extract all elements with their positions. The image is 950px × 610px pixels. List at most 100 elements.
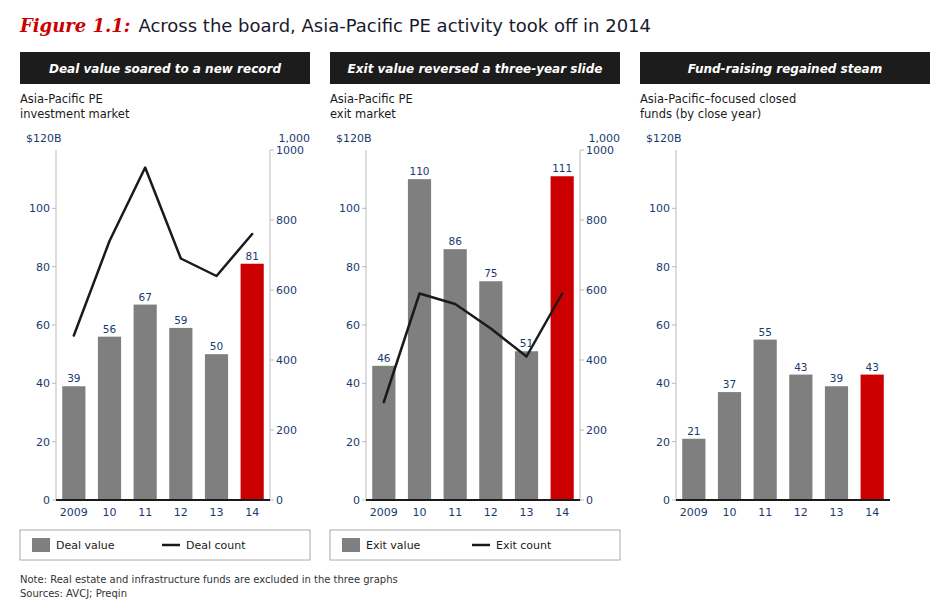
y2-tick-label: 1000 — [586, 144, 614, 157]
y2-tick — [580, 220, 584, 221]
y-tick-label: 40 — [656, 377, 670, 390]
bar — [754, 340, 777, 500]
y-tick-label: 80 — [36, 261, 50, 274]
data-label: 81 — [245, 250, 258, 262]
y-tick-label: 60 — [36, 319, 50, 332]
data-label: 51 — [520, 337, 533, 349]
subtitle: Across the board, Asia-Pacific PE activi… — [138, 15, 651, 36]
y-tick-label: 100 — [29, 202, 50, 215]
x-tick-label: 10 — [103, 506, 117, 519]
legend-entry: Deal value — [56, 539, 115, 552]
legend-swatch — [342, 538, 360, 552]
y2-axis-label: 1,000 — [279, 132, 311, 145]
y-tick — [362, 441, 366, 442]
y-tick-label: 0 — [663, 494, 670, 507]
plot-area — [372, 176, 574, 500]
bar — [62, 386, 85, 500]
title: Figure 1.1: — [19, 15, 130, 36]
chart-subtitle: Asia-Pacific–focused closed — [640, 92, 796, 106]
bar — [551, 176, 574, 500]
x-tick-label: 2009 — [60, 506, 88, 519]
bar — [515, 351, 538, 500]
x-tick-label: 11 — [138, 506, 152, 519]
y2-axis-line — [270, 150, 271, 500]
y2-tick — [580, 500, 584, 501]
bar — [479, 281, 502, 500]
data-label: 43 — [794, 361, 807, 373]
y2-axis-label: 1,000 — [589, 132, 621, 145]
y-tick — [672, 383, 676, 384]
y2-tick-label: 600 — [586, 284, 607, 297]
header-bar — [640, 52, 930, 84]
data-label: 39 — [67, 372, 80, 384]
y-tick-label: 60 — [656, 319, 670, 332]
y-axis-label: $120B — [336, 132, 372, 145]
y-axis-label: $120B — [26, 132, 62, 145]
bar — [372, 366, 395, 500]
data-label: 46 — [377, 352, 391, 364]
data-label: 59 — [174, 314, 187, 326]
y2-tick-label: 1000 — [276, 144, 304, 157]
header-bar — [330, 52, 620, 84]
line — [74, 168, 252, 336]
y-tick — [362, 208, 366, 209]
y-tick-label: 40 — [36, 377, 50, 390]
x-axis-line — [676, 499, 890, 501]
y-tick — [672, 500, 676, 501]
y-tick — [672, 325, 676, 326]
y2-tick-label: 800 — [586, 214, 607, 227]
y-tick — [672, 441, 676, 442]
bar — [241, 264, 264, 500]
data-label: 110 — [409, 165, 429, 177]
y-tick — [52, 500, 56, 501]
note: Note: Real estate and infrastructure fun… — [20, 574, 398, 585]
legend-entry: Exit count — [496, 539, 552, 552]
data-label: 39 — [830, 372, 843, 384]
x-tick-label: 10 — [413, 506, 427, 519]
x-tick-label: 12 — [794, 506, 808, 519]
data-label: 86 — [448, 235, 462, 247]
x-tick-label: 11 — [448, 506, 462, 519]
y2-tick-label: 200 — [276, 424, 297, 437]
data-label: 55 — [758, 326, 771, 338]
y2-tick — [580, 290, 584, 291]
chart-subtitle: investment market — [20, 107, 130, 121]
y-tick — [672, 208, 676, 209]
y-tick-label: 20 — [656, 436, 670, 449]
y-tick-label: 0 — [43, 494, 50, 507]
y2-tick — [270, 360, 274, 361]
y2-axis-line — [580, 150, 581, 500]
y2-tick — [580, 430, 584, 431]
chart-subtitle: exit market — [330, 107, 396, 121]
legend-entry: Deal count — [186, 539, 246, 552]
data-label: 43 — [865, 361, 878, 373]
panel: Exit value reversed a three-year slideAs… — [330, 52, 620, 560]
legend-swatch — [472, 544, 490, 547]
y-tick — [362, 383, 366, 384]
y2-tick — [270, 430, 274, 431]
y-tick — [362, 325, 366, 326]
bar — [718, 392, 741, 500]
y-tick-label: 40 — [346, 377, 360, 390]
y2-tick — [580, 150, 584, 151]
bar — [825, 386, 848, 500]
y-tick-label: 20 — [36, 436, 50, 449]
y2-tick — [270, 500, 274, 501]
bar — [408, 179, 431, 500]
chart-subtitle: Asia-Pacific PE — [330, 92, 413, 106]
plot-area — [682, 340, 884, 500]
y2-tick — [580, 360, 584, 361]
y2-tick-label: 600 — [276, 284, 297, 297]
header-bar — [20, 52, 310, 84]
legend-swatch — [162, 544, 180, 547]
y2-tick-label: 400 — [276, 354, 297, 367]
y-tick — [362, 500, 366, 501]
data-label: 75 — [484, 267, 497, 279]
data-label: 21 — [687, 425, 700, 437]
note: Sources: AVCJ; Preqin — [20, 588, 127, 599]
bar — [682, 439, 705, 500]
data-label: 50 — [210, 340, 223, 352]
legend-swatch — [32, 538, 50, 552]
x-tick-label: 14 — [555, 506, 569, 519]
chart-subtitle: funds (by close year) — [640, 107, 761, 121]
